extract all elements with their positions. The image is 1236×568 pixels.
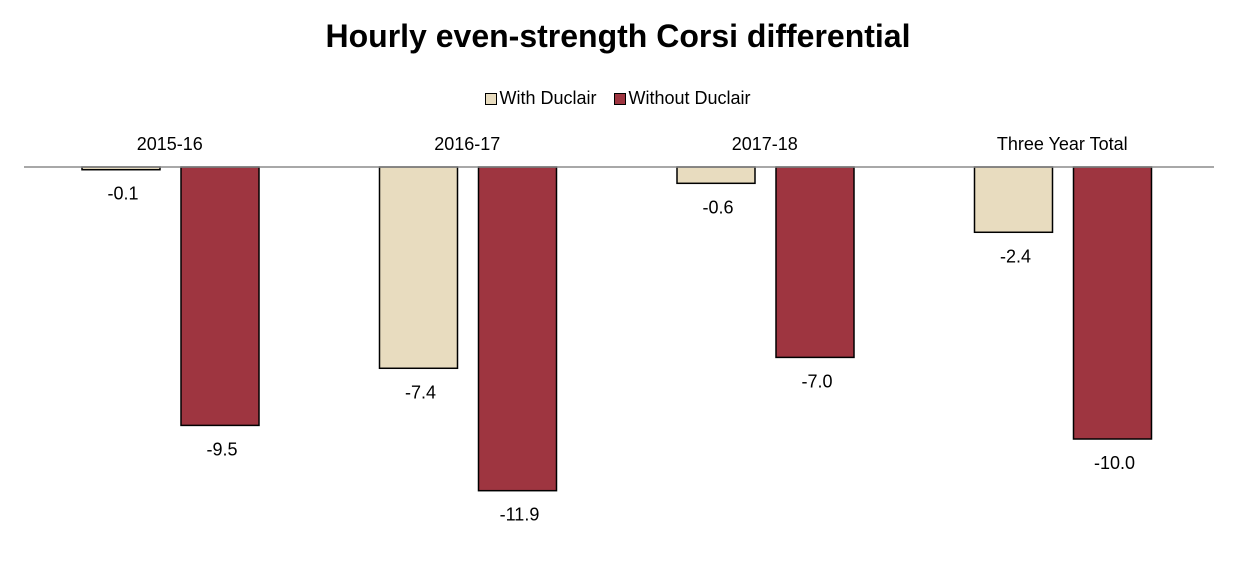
data-label: -7.0 [801,371,832,391]
bar-without-duclair [180,166,260,427]
data-label: -0.1 [107,184,138,204]
chart-legend: With Duclair Without Duclair [0,88,1236,109]
bar-without-duclair [477,166,558,492]
data-label: -10.0 [1094,453,1135,473]
bar-with-duclair [676,166,756,185]
legend-swatch-without-duclair [614,92,627,105]
bar-without-duclair [1072,166,1153,440]
legend-item-with-duclair: With Duclair [485,88,596,109]
category-label: 2015-16 [137,134,203,154]
legend-swatch-with-duclair [485,92,498,105]
data-label: -9.5 [206,439,237,459]
data-label: -11.9 [500,505,540,525]
category-label: Three Year Total [997,134,1128,154]
legend-label-with-duclair: With Duclair [499,88,597,108]
legend-label-without-duclair: Without Duclair [628,88,751,108]
category-label: 2016-17 [434,134,500,154]
chart-title: Hourly even-strength Corsi differential [325,18,911,54]
bar-with-duclair [378,166,459,370]
data-label: -7.4 [405,382,436,402]
legend-item-without-duclair: Without Duclair [614,88,751,109]
bar-with-duclair [973,166,1054,234]
bar-without-duclair [775,166,855,359]
data-label: -2.4 [1000,246,1031,266]
data-label: -0.6 [702,197,733,217]
category-label: 2017-18 [732,134,798,154]
